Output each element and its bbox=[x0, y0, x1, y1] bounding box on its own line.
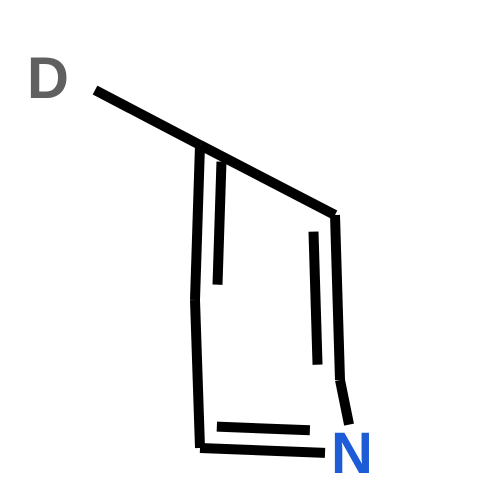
bond-C3-C2-inner bbox=[313, 232, 317, 365]
bond-N1-C6-inner bbox=[217, 427, 310, 431]
atom-label-d: D bbox=[27, 46, 69, 111]
atom-label-n1: N bbox=[331, 421, 373, 486]
bond-C5-C4-inner bbox=[218, 162, 222, 285]
bond-C4-D bbox=[95, 90, 200, 145]
bond-C6-C5 bbox=[195, 300, 200, 448]
molecule-diagram: ND bbox=[0, 0, 500, 500]
bond-N1-C6 bbox=[200, 448, 325, 453]
bond-C5-C4 bbox=[195, 145, 200, 300]
bond-C2-N1 bbox=[340, 380, 349, 425]
bond-C3-C2 bbox=[335, 215, 340, 380]
